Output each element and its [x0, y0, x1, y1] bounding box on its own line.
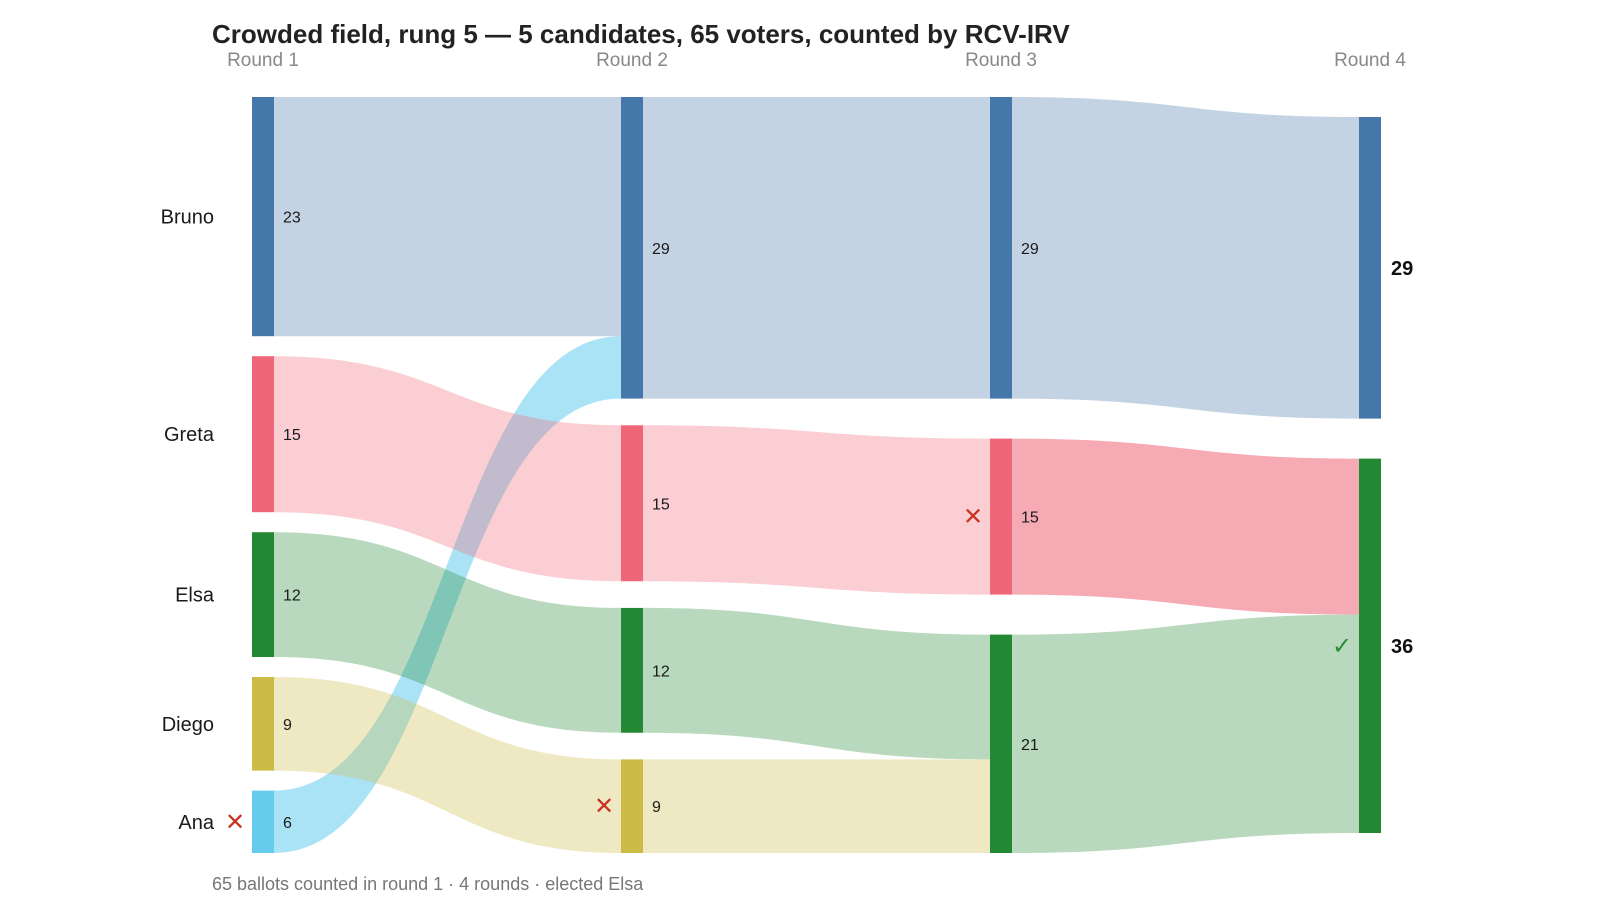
flow-greta-to-greta-round-1	[274, 356, 621, 582]
node-greta-round-1	[252, 356, 274, 513]
round-label-1: Round 1	[227, 50, 299, 71]
count-elsa-round-4: 36	[1391, 636, 1413, 658]
flow-elsa-to-elsa-round-2	[643, 607, 990, 760]
node-greta-round-2	[621, 425, 643, 582]
flow-diego-to-diego-round-1	[274, 677, 621, 853]
node-diego-round-1	[252, 677, 274, 771]
count-greta-round-1: 15	[283, 427, 301, 444]
count-greta-round-2: 15	[652, 496, 670, 513]
node-greta-round-3	[990, 438, 1012, 595]
count-diego-round-2: 9	[652, 799, 661, 816]
flow-elsa-to-elsa-round-1	[274, 532, 621, 733]
count-ana-round-1: 6	[283, 815, 292, 832]
flow-bruno-to-bruno-round-1	[274, 97, 621, 337]
node-elsa-round-3	[990, 634, 1012, 853]
flow-bruno-to-bruno-round-3	[1012, 97, 1359, 419]
node-elsa-round-2	[621, 607, 643, 733]
flow-greta-to-greta-round-2	[643, 425, 990, 595]
count-greta-round-3: 15	[1021, 510, 1039, 527]
count-bruno-round-3: 29	[1021, 241, 1039, 258]
count-bruno-round-2: 29	[652, 241, 670, 258]
node-diego-round-2	[621, 759, 643, 853]
round-label-4: Round 4	[1334, 50, 1406, 71]
node-elsa-round-4	[1359, 458, 1381, 833]
eliminated-icon: ✕	[963, 503, 983, 531]
round-label-3: Round 3	[965, 50, 1037, 71]
candidate-name-bruno: Bruno	[161, 207, 214, 229]
count-elsa-round-1: 12	[283, 588, 301, 605]
flow-diego-to-elsa-round-2	[643, 759, 990, 853]
chart-footer: 65 ballots counted in round 1 · 4 rounds…	[212, 874, 644, 894]
candidate-name-elsa: Elsa	[175, 585, 215, 607]
count-elsa-round-3: 21	[1021, 737, 1039, 754]
node-bruno-round-3	[990, 97, 1012, 399]
flow-elsa-to-elsa-round-3	[1012, 614, 1359, 853]
count-elsa-round-2: 12	[652, 663, 670, 680]
candidate-name-ana: Ana	[178, 812, 214, 834]
node-bruno-round-4	[1359, 117, 1381, 419]
flow-bruno-to-bruno-round-2	[643, 97, 990, 399]
candidate-name-diego: Diego	[162, 714, 214, 736]
count-diego-round-1: 9	[283, 717, 292, 734]
round-label-2: Round 2	[596, 50, 668, 71]
flow-ana-to-bruno-round-1	[274, 336, 621, 853]
eliminated-icon: ✕	[594, 792, 614, 820]
candidate-nodes	[252, 97, 1381, 853]
node-ana-round-1	[252, 790, 274, 853]
count-bruno-round-4: 29	[1391, 258, 1413, 280]
vote-flows	[274, 97, 1359, 853]
winner-check-icon: ✓	[1332, 632, 1352, 660]
chart-title: Crowded field, rung 5 — 5 candidates, 65…	[212, 19, 1070, 49]
node-bruno-round-1	[252, 97, 274, 337]
node-elsa-round-1	[252, 532, 274, 657]
node-bruno-round-2	[621, 97, 643, 399]
flow-greta-to-elsa-round-3	[1012, 438, 1359, 615]
eliminated-icon: ✕	[225, 808, 245, 836]
candidate-name-greta: Greta	[164, 424, 215, 446]
chart-labels: 23 15 12 9 6 29 15 12 9 29 15 21 29 36 Round 1 Round 2 R…	[161, 50, 1414, 836]
count-bruno-round-1: 23	[283, 210, 301, 227]
